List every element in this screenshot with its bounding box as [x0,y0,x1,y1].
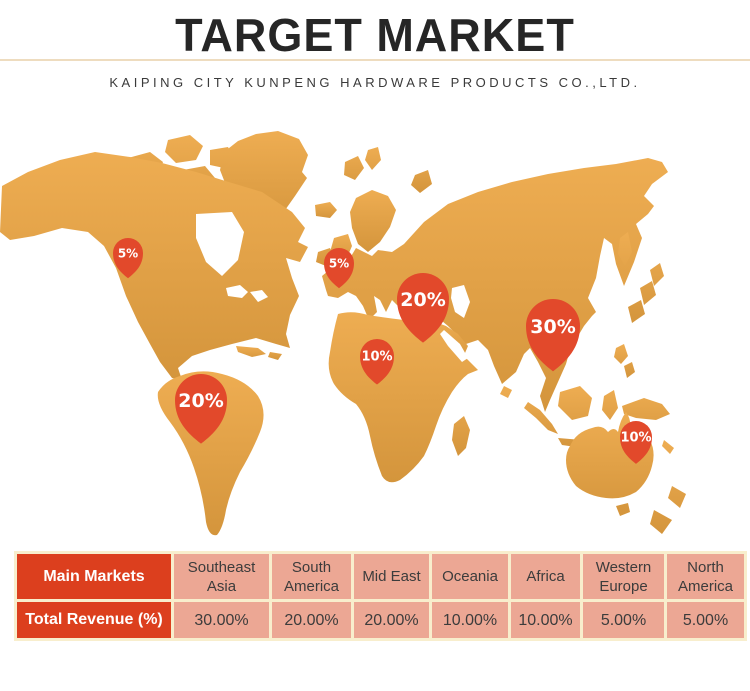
total-revenue-header: Total Revenue (%) [14,599,174,641]
page-header: TARGET MARKET KAIPING CITY KUNPENG HARDW… [0,0,750,90]
continents-layer [0,131,686,536]
pin-marker-icon [324,248,354,289]
revenue-south-america: 20.00% [269,599,354,641]
map-pin-africa: 10% [360,339,394,385]
pin-percentage-label: 5% [118,246,138,260]
pin-marker-icon [397,273,449,343]
revenue-southeast-asia: 30.00% [171,599,272,641]
market-col-oceania: Oceania [429,551,511,602]
market-col-south-america: South America [269,551,354,602]
landmass-philippines [614,344,635,378]
market-col-north-america: North America [664,551,747,602]
landmass-caribbean [236,346,282,360]
map-pin-oceania: 10% [620,421,652,464]
main-markets-header: Main Markets [14,551,174,602]
map-pin-north-america: 5% [113,238,143,279]
market-col-africa: Africa [508,551,583,602]
map-pin-western-europe: 5% [324,248,354,289]
pin-marker-icon [113,238,143,279]
page-title: TARGET MARKET [175,8,575,62]
landmass-north-america [0,152,308,380]
revenue-oceania: 10.00% [429,599,511,641]
table-row-markets: Main Markets Southeast Asia South Americ… [14,551,747,602]
landmass-eurasia [322,158,668,412]
market-col-western-europe: Western Europe [580,551,667,602]
revenue-north-america: 5.00% [664,599,747,641]
pin-percentage-label: 10% [361,350,392,365]
pin-percentage-label: 20% [400,289,445,311]
map-pin-mid-east: 20% [397,273,449,343]
landmass-scandinavia [350,190,396,252]
pin-percentage-label: 10% [620,431,651,446]
caspian-sea [451,285,470,318]
table-row-revenue: Total Revenue (%) 30.00% 20.00% 20.00% 1… [14,599,747,641]
market-col-mid-east: Mid East [351,551,432,602]
landmass-arctic-europe [344,147,432,193]
pins-layer: 5% 5% 20% 10% 30% 20% 10% [113,238,652,464]
landmass-japan [618,232,664,323]
landmass-iceland [315,202,337,218]
landmass-new-zealand [650,440,686,534]
landmass-indonesia [524,386,670,449]
landmass-madagascar [452,386,512,456]
map-pin-southeast-asia: 30% [526,299,580,372]
pin-marker-icon [620,421,652,464]
revenue-mid-east: 20.00% [351,599,432,641]
company-name: KAIPING CITY KUNPENG HARDWARE PRODUCTS C… [109,75,641,90]
header-divider [0,59,750,61]
pin-percentage-label: 5% [329,256,349,270]
market-col-southeast-asia: Southeast Asia [171,551,272,602]
great-lakes [226,285,268,302]
revenue-western-europe: 5.00% [580,599,667,641]
revenue-africa: 10.00% [508,599,583,641]
pin-marker-icon [360,339,394,385]
pin-percentage-label: 20% [178,390,223,412]
red-sea [440,330,468,362]
market-table: Main Markets Southeast Asia South Americ… [14,551,747,641]
hudson-bay [196,212,244,276]
pin-percentage-label: 30% [530,316,575,338]
pin-marker-icon [526,299,580,372]
pin-marker-icon [175,374,227,444]
map-pin-south-america: 20% [175,374,227,444]
